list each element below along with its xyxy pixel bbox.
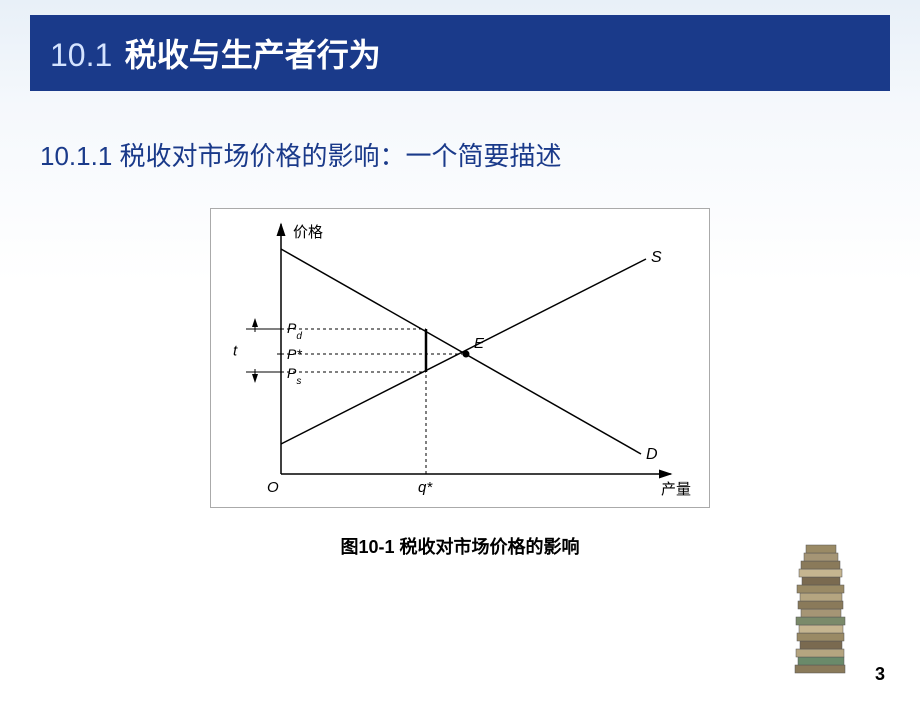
- subsection-title: 10.1.1 税收对市场价格的影响：一个简要描述: [0, 91, 920, 198]
- svg-text:Ps: Ps: [287, 365, 301, 387]
- svg-text:O: O: [267, 479, 279, 496]
- svg-text:S: S: [651, 249, 662, 266]
- svg-text:价格: 价格: [293, 224, 323, 241]
- page-number: 3: [875, 664, 885, 685]
- svg-text:P*: P*: [287, 346, 302, 362]
- books-decoration-icon: [790, 540, 850, 680]
- supply-demand-chart: 价格产量 O D S Eq* Pd P* Ps t: [210, 208, 710, 508]
- svg-text:t: t: [233, 343, 238, 360]
- svg-text:q*: q*: [418, 479, 433, 496]
- svg-text:Pd: Pd: [287, 320, 302, 342]
- section-title: 税收与生产者行为: [125, 37, 381, 73]
- svg-text:D: D: [646, 446, 658, 463]
- svg-text:产量: 产量: [661, 481, 691, 498]
- figure-caption: 图10-1 税收对市场价格的影响: [0, 533, 920, 559]
- svg-text:E: E: [474, 335, 485, 352]
- title-bar: 10.1 税收与生产者行为: [30, 15, 890, 91]
- chart-svg: 价格产量 O D S Eq* Pd P* Ps t: [211, 209, 711, 509]
- section-number: 10.1: [50, 37, 112, 73]
